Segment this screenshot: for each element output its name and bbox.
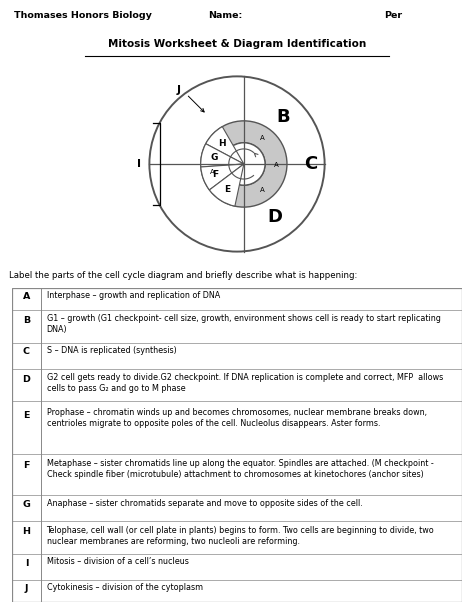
Text: Metaphase – sister chromatids line up along the equator. Spindles are attached. : Metaphase – sister chromatids line up al… xyxy=(46,459,433,479)
Text: H: H xyxy=(219,139,226,148)
Text: Name:: Name: xyxy=(209,10,243,20)
Text: C: C xyxy=(304,155,318,173)
Text: Interphase – growth and replication of DNA: Interphase – growth and replication of D… xyxy=(46,291,220,300)
Text: B: B xyxy=(23,316,30,325)
Text: A: A xyxy=(260,135,264,140)
Text: Label the parts of the cell cycle diagram and briefly describe what is happening: Label the parts of the cell cycle diagra… xyxy=(9,271,358,280)
Wedge shape xyxy=(210,164,244,206)
Text: Thomases Honors Biology: Thomases Honors Biology xyxy=(14,10,152,20)
Text: Prophase – chromatin winds up and becomes chromosomes, nuclear membrane breaks d: Prophase – chromatin winds up and become… xyxy=(46,408,427,428)
Text: Anaphase – sister chromatids separate and move to opposite sides of the cell.: Anaphase – sister chromatids separate an… xyxy=(46,498,362,508)
Wedge shape xyxy=(201,121,287,207)
Text: Cytokinesis – division of the cytoplasm: Cytokinesis – division of the cytoplasm xyxy=(46,583,203,592)
Text: F: F xyxy=(212,170,219,179)
Text: E: E xyxy=(224,185,230,194)
Circle shape xyxy=(223,143,265,185)
Text: J: J xyxy=(177,85,181,95)
Text: G: G xyxy=(211,153,218,162)
Wedge shape xyxy=(206,127,244,164)
Text: B: B xyxy=(277,109,291,126)
Text: A: A xyxy=(23,292,30,301)
Text: Telophase, cell wall (or cell plate in plants) begins to form. Two cells are beg: Telophase, cell wall (or cell plate in p… xyxy=(46,525,434,546)
Text: E: E xyxy=(23,411,30,420)
Text: H: H xyxy=(22,527,30,536)
Text: D: D xyxy=(267,208,282,226)
Text: Mitosis – division of a cell’s nucleus: Mitosis – division of a cell’s nucleus xyxy=(46,557,188,566)
Text: S – DNA is replicated (synthesis): S – DNA is replicated (synthesis) xyxy=(46,346,176,355)
Text: G2 cell gets ready to divide.G2 checkpoint. If DNA replication is complete and c: G2 cell gets ready to divide.G2 checkpoi… xyxy=(46,373,443,393)
Text: Per: Per xyxy=(384,10,402,20)
Text: A: A xyxy=(260,188,264,193)
Text: C: C xyxy=(23,348,30,356)
Wedge shape xyxy=(201,164,244,190)
Text: Mitosis Worksheet & Diagram Identification: Mitosis Worksheet & Diagram Identificati… xyxy=(108,39,366,49)
Text: D: D xyxy=(23,375,30,384)
Text: A: A xyxy=(210,169,215,175)
Text: G: G xyxy=(23,500,30,509)
Text: G1 – growth (G1 checkpoint- cell size, growth, environment shows cell is ready t: G1 – growth (G1 checkpoint- cell size, g… xyxy=(46,314,440,334)
Text: I: I xyxy=(137,159,141,169)
Text: I: I xyxy=(25,558,28,568)
Text: J: J xyxy=(25,584,28,593)
Text: A: A xyxy=(273,162,278,168)
Wedge shape xyxy=(201,143,244,167)
Text: F: F xyxy=(23,461,30,470)
